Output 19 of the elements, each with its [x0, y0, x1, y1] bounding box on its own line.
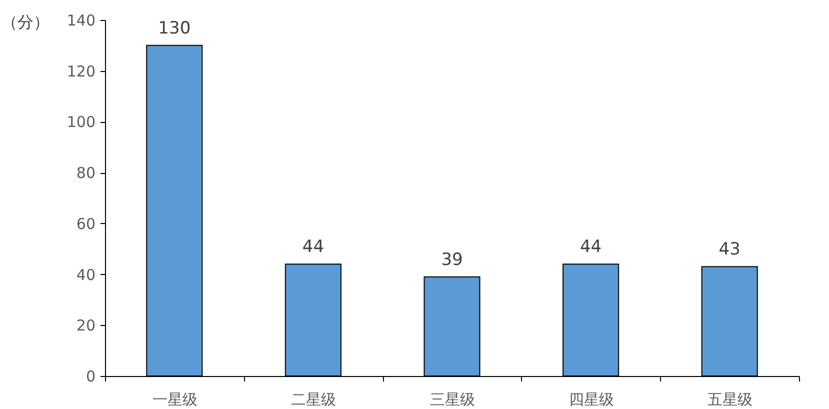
y-tick-label: 0	[86, 368, 96, 386]
x-tick-label: 五星级	[708, 390, 753, 408]
y-tick-label: 80	[76, 164, 96, 182]
x-tick-label: 四星级	[568, 390, 614, 408]
x-tick-label: 三星级	[430, 390, 475, 408]
x-tick-label: 一星级	[152, 390, 198, 408]
data-label: 44	[302, 237, 324, 258]
y-tick-label: 60	[76, 214, 96, 233]
y-axis-title: （分）	[2, 12, 50, 32]
y-tick-label: 20	[76, 316, 96, 335]
y-tick-label: 120	[66, 62, 96, 80]
y-tick-label: 100	[66, 113, 96, 132]
data-label: 43	[718, 240, 740, 260]
x-tick-label: 二星级	[291, 390, 336, 408]
data-label: 39	[441, 250, 463, 270]
y-tick-label: 140	[66, 12, 96, 30]
data-label: 44	[580, 237, 602, 258]
y-tick-label: 40	[76, 266, 96, 284]
data-label: 130	[158, 18, 191, 38]
